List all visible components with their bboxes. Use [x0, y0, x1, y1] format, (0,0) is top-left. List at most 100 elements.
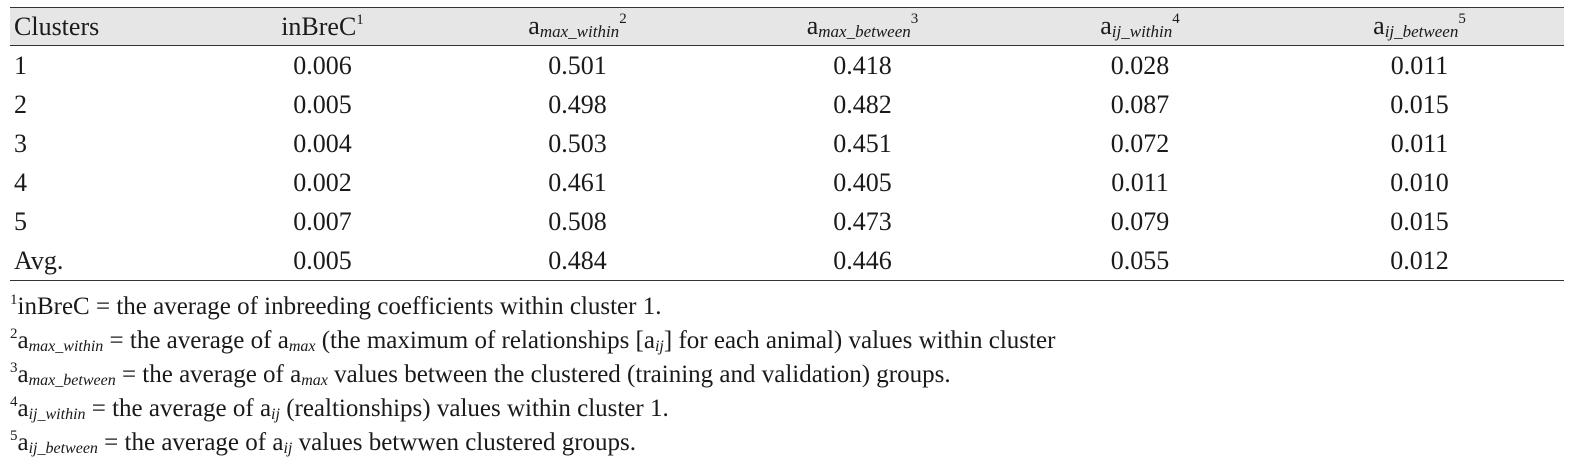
footnote-marker: 1	[10, 292, 18, 308]
amax-within-cell: 0.503	[548, 128, 607, 158]
aij-between-cell: 0.010	[1390, 167, 1449, 197]
header-aij-within-sup: 4	[1172, 11, 1180, 27]
footnote-marker: 5	[10, 428, 18, 444]
footnote-text: a	[17, 429, 29, 456]
footnote-4: 4aij_within = the average of aij (realti…	[10, 385, 1564, 423]
header-row: Clusters inBreC1 amax_within2 amax_betwe…	[10, 7, 1564, 46]
header-inbrec: inBreC1	[210, 7, 435, 46]
results-table: Clusters inBreC1 amax_within2 amax_betwe…	[10, 7, 1564, 281]
header-aij-between: aij_between5	[1275, 7, 1564, 46]
footnote-2: 2amax_within = the average of amax (the …	[10, 317, 1564, 355]
table-row: 2 0.005 0.498 0.482 0.087 0.015	[10, 85, 1564, 124]
footnote-5: 5aij_between = the average of aij values…	[10, 419, 1564, 457]
amax-between-cell: 0.482	[833, 89, 892, 119]
aij-within-cell: 0.011	[1111, 167, 1169, 197]
inbrec-cell: 0.004	[293, 128, 352, 158]
amax-between-cell: 0.405	[833, 167, 892, 197]
amax-within-cell: 0.501	[548, 50, 607, 80]
aij-within-cell: 0.055	[1005, 241, 1275, 281]
footnote-subscript: max	[288, 338, 316, 355]
footnote-subscript: ij	[654, 338, 664, 355]
header-amax-within-sub: max_within	[539, 22, 620, 41]
aij-within-cell: 0.072	[1110, 128, 1170, 158]
footnotes: 1inBreC = the average of inbreeding coef…	[10, 283, 1564, 457]
footnote-subscript: ij_between	[28, 440, 98, 457]
footnote-text: = the average of a	[103, 327, 289, 354]
header-amax-within-sup: 2	[619, 11, 627, 27]
footnote-subscript: max_between	[28, 372, 116, 389]
cluster-cell: 4	[14, 167, 27, 197]
inbrec-cell: 0.007	[293, 206, 352, 236]
amax-between-cell: 0.418	[833, 50, 892, 80]
header-amax-between-sub: max_between	[818, 22, 911, 41]
header-amax-within: amax_within2	[435, 7, 720, 46]
amax-between-cell: 0.473	[833, 206, 892, 236]
footnote-marker: 2	[10, 326, 18, 342]
table-header: Clusters inBreC1 amax_within2 amax_betwe…	[10, 7, 1564, 46]
header-clusters: Clusters	[10, 7, 210, 46]
footnote-text: inBreC = the average of inbreeding coeff…	[17, 293, 662, 320]
amax-within-cell: 0.508	[548, 206, 607, 236]
amax-between-cell: 0.451	[833, 128, 892, 158]
aij-within-cell: 0.028	[1110, 50, 1170, 80]
amax-between-cell: 0.446	[720, 241, 1005, 281]
inbrec-cell: 0.005	[293, 89, 352, 119]
amax-within-cell: 0.461	[548, 167, 607, 197]
footnote-subscript: max	[301, 372, 328, 389]
cluster-cell: 5	[14, 206, 27, 236]
aij-between-cell: 0.011	[1390, 128, 1449, 158]
footnote-marker: 3	[10, 360, 18, 376]
footnote-marker: 4	[10, 394, 18, 410]
header-aij-within-base: a	[1100, 11, 1112, 40]
footnote-text: = the average of a	[85, 395, 272, 422]
footnote-text: a	[17, 361, 29, 388]
header-aij-between-sub: ij_between	[1384, 22, 1459, 41]
header-aij-between-base: a	[1373, 11, 1385, 40]
footnote-text: a	[17, 395, 29, 422]
results-table-wrapper: Clusters inBreC1 amax_within2 amax_betwe…	[10, 7, 1564, 281]
header-inbrec-text: inBreC	[281, 11, 357, 41]
footnote-subscript: max_within	[28, 338, 104, 355]
cluster-cell: 2	[14, 89, 27, 119]
aij-between-cell: 0.012	[1275, 241, 1564, 281]
table-row: 3 0.004 0.503 0.451 0.072 0.011	[10, 124, 1564, 163]
footnote-subscript: ij	[283, 440, 293, 457]
footnote-text: = the average of a	[97, 429, 284, 456]
footnote-text: ] for each animal) values within cluster	[663, 327, 1056, 354]
table-row: Avg. 0.005 0.484 0.446 0.055 0.012	[10, 241, 1564, 281]
header-inbrec-sup: 1	[356, 11, 364, 28]
table-body: 1 0.006 0.501 0.418 0.028 0.011 2 0.005 …	[10, 46, 1564, 281]
footnote-text: = the average of a	[115, 361, 302, 388]
header-amax-between: amax_between3	[720, 7, 1005, 46]
header-amax-between-sup: 3	[910, 11, 919, 27]
inbrec-cell: 0.002	[293, 167, 352, 197]
footnote-text: values between the clustered (training a…	[327, 361, 951, 388]
header-aij-within-sub: ij_within	[1111, 22, 1173, 41]
aij-between-cell: 0.011	[1390, 50, 1449, 80]
footnote-1: 1inBreC = the average of inbreeding coef…	[10, 283, 1564, 320]
inbrec-cell: 0.006	[293, 50, 352, 80]
header-aij-within: aij_within4	[1005, 7, 1275, 46]
amax-within-cell: 0.484	[435, 241, 720, 281]
footnote-3: 3amax_between = the average of amax valu…	[10, 351, 1564, 389]
inbrec-cell: 0.005	[210, 241, 435, 281]
footnote-text: values betwwen clustered groups.	[292, 429, 636, 456]
table-row: 5 0.007 0.508 0.473 0.079 0.015	[10, 202, 1564, 241]
aij-between-cell: 0.015	[1390, 206, 1449, 236]
footnote-subscript: ij_within	[28, 406, 86, 423]
aij-within-cell: 0.087	[1110, 89, 1170, 119]
cluster-cell: 1	[14, 50, 27, 80]
cluster-cell: 3	[14, 128, 27, 158]
cluster-cell: Avg.	[10, 241, 210, 281]
header-amax-between-base: a	[806, 11, 819, 40]
aij-within-cell: 0.079	[1110, 206, 1170, 236]
footnote-text: (realtionships) values within cluster 1.	[279, 395, 669, 422]
table-row: 4 0.002 0.461 0.405 0.011 0.010	[10, 163, 1564, 202]
header-clusters-text: Clusters	[14, 11, 100, 41]
aij-between-cell: 0.015	[1390, 89, 1449, 119]
footnote-text: (the maximum of relationships [a	[315, 327, 655, 354]
header-amax-within-base: a	[528, 11, 540, 40]
footnote-text: a	[17, 327, 29, 354]
footnote-subscript: ij	[271, 406, 280, 423]
table-row: 1 0.006 0.501 0.418 0.028 0.011	[10, 46, 1564, 86]
